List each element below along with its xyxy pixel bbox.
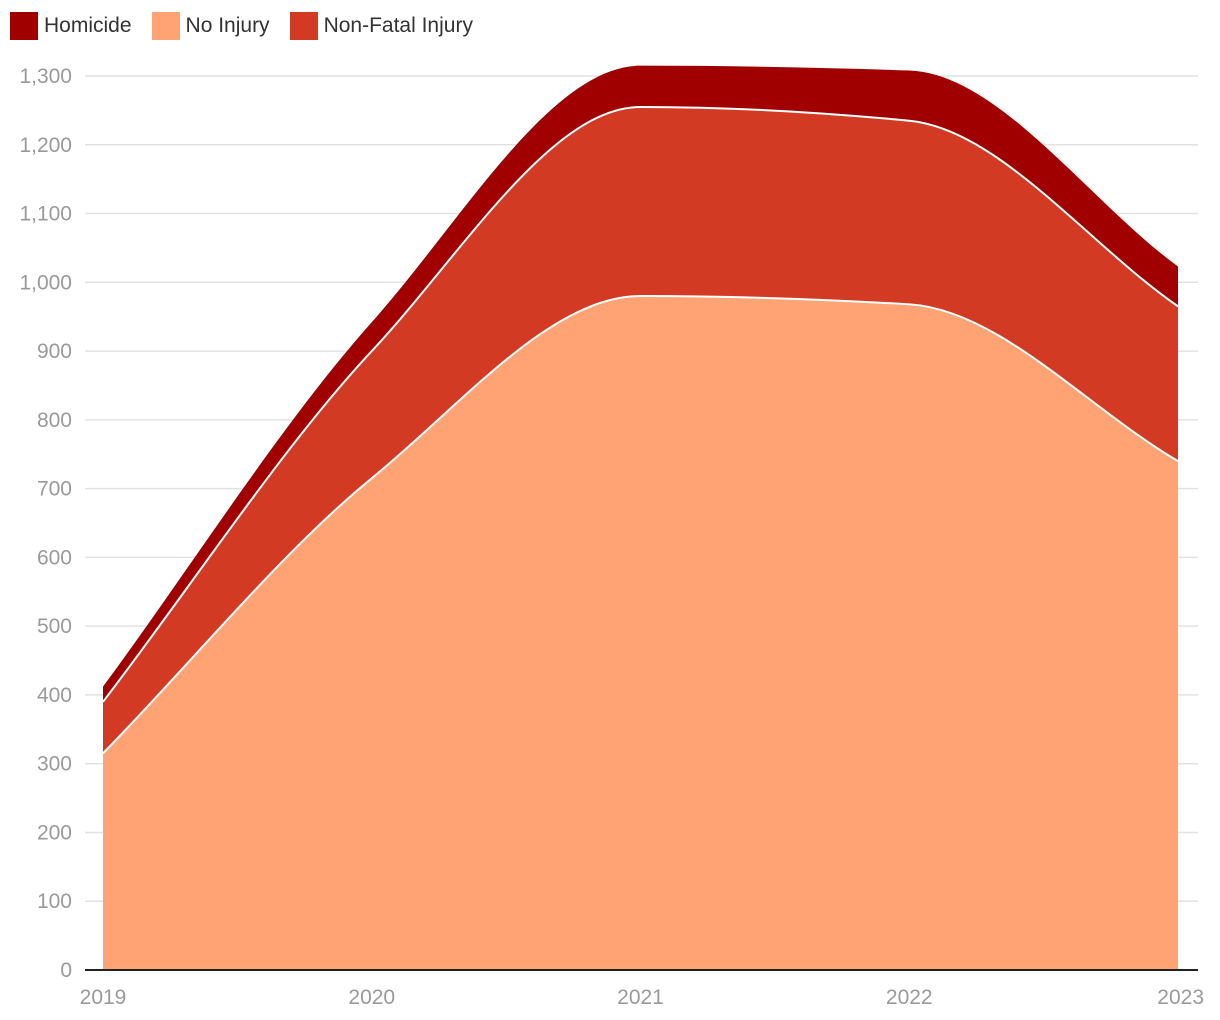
area-layer (102, 65, 1179, 970)
x-tick-label: 2019 (80, 986, 127, 1009)
legend-label-non-fatal-injury: Non-Fatal Injury (323, 14, 473, 37)
series-boundary-line (102, 105, 1179, 703)
y-tick-label: 0 (60, 959, 72, 982)
y-tick-label: 400 (37, 684, 72, 707)
y-tick-label: 1,000 (19, 271, 72, 294)
y-tick-label: 500 (37, 615, 72, 638)
y-tick-label: 200 (37, 821, 72, 844)
y-tick-label: 100 (37, 890, 72, 913)
legend: Homicide No Injury Non-Fatal Injury (10, 12, 473, 40)
area-no-injury (103, 296, 1178, 970)
y-tick-label: 900 (37, 340, 72, 363)
x-tick-label: 2022 (886, 986, 933, 1009)
x-tick-label: 2023 (1157, 986, 1204, 1009)
x-tick-label: 2021 (617, 986, 664, 1009)
legend-swatch-non-fatal-injury (289, 12, 318, 40)
y-tick-label: 1,300 (19, 65, 72, 88)
legend-label-no-injury: No Injury (185, 14, 270, 37)
x-tick-label: 2020 (348, 986, 395, 1009)
series-boundary-line (102, 295, 1179, 755)
legend-swatch-no-injury (151, 12, 180, 40)
y-tick-label: 600 (37, 546, 72, 569)
y-tick-label: 1,200 (19, 134, 72, 157)
legend-item-homicide: Homicide (10, 12, 132, 40)
legend-label-homicide: Homicide (44, 14, 132, 37)
legend-item-non-fatal-injury: Non-Fatal Injury (289, 12, 473, 40)
y-tick-label: 700 (37, 478, 72, 501)
y-tick-label: 300 (37, 753, 72, 776)
legend-swatch-homicide (10, 12, 38, 40)
y-tick-label: 800 (37, 409, 72, 432)
axis-layer: 0 100 200 300 400 500 600 700 800 900 1,000 1,100 1,… (19, 65, 1204, 1009)
legend-item-no-injury: No Injury (151, 12, 270, 40)
y-tick-label: 1,100 (19, 203, 72, 226)
